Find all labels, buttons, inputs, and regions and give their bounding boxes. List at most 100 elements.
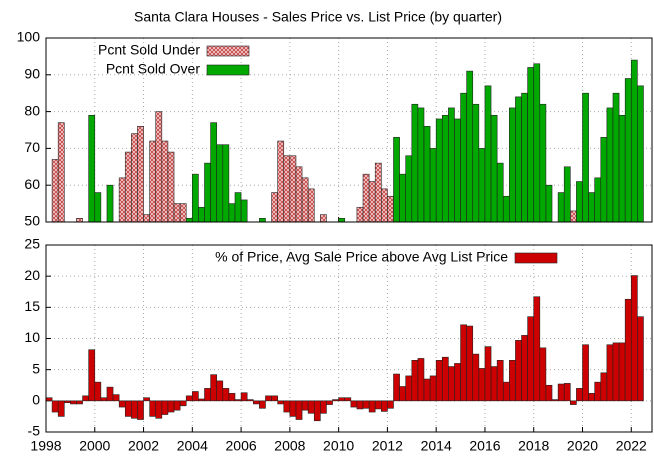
bar bbox=[454, 363, 461, 402]
y-tick-label: 10 bbox=[24, 329, 40, 345]
bar bbox=[630, 59, 638, 223]
bar bbox=[51, 400, 59, 413]
bar bbox=[70, 400, 77, 405]
bar bbox=[137, 400, 144, 420]
bar bbox=[417, 358, 425, 402]
bar bbox=[131, 400, 138, 419]
x-tick-label: 1998 bbox=[30, 438, 61, 454]
bar bbox=[143, 214, 150, 223]
bar bbox=[100, 397, 108, 402]
bar bbox=[344, 397, 352, 402]
bar bbox=[124, 400, 132, 417]
bar bbox=[515, 340, 522, 402]
bar bbox=[588, 393, 595, 402]
legend-label: Pcnt Sold Under bbox=[98, 42, 200, 58]
bar bbox=[259, 218, 266, 223]
bar bbox=[362, 173, 370, 223]
bar bbox=[381, 188, 388, 223]
bar bbox=[448, 366, 455, 402]
bar bbox=[618, 114, 626, 223]
y-tick-label: 100 bbox=[17, 29, 41, 45]
x-tick-label: 2020 bbox=[567, 438, 598, 454]
legend-label: Pcnt Sold Over bbox=[106, 61, 200, 77]
bar bbox=[326, 400, 333, 405]
bar bbox=[185, 218, 193, 223]
bar bbox=[637, 85, 644, 223]
bar bbox=[313, 400, 321, 422]
bar bbox=[283, 400, 291, 413]
y-tick-label: 20 bbox=[24, 267, 40, 283]
bar bbox=[502, 195, 510, 223]
bar bbox=[606, 344, 614, 402]
bar bbox=[521, 335, 528, 402]
bar bbox=[332, 399, 339, 402]
bar bbox=[435, 360, 443, 402]
bar bbox=[57, 122, 65, 223]
bar bbox=[441, 356, 449, 402]
bar bbox=[496, 162, 504, 223]
bar bbox=[167, 151, 175, 223]
bar bbox=[185, 395, 193, 402]
bar bbox=[429, 375, 437, 402]
bar bbox=[106, 386, 114, 402]
bar bbox=[588, 192, 595, 223]
bar bbox=[423, 126, 431, 223]
bar bbox=[307, 400, 315, 414]
legend-swatch bbox=[206, 64, 250, 76]
bar bbox=[521, 92, 528, 223]
bar bbox=[429, 148, 437, 223]
bar bbox=[198, 398, 205, 402]
bar bbox=[441, 114, 449, 223]
bar bbox=[509, 360, 516, 402]
bar bbox=[466, 325, 474, 402]
bar bbox=[76, 218, 83, 223]
bar bbox=[576, 388, 583, 402]
bar bbox=[301, 177, 309, 223]
bar bbox=[612, 342, 620, 402]
bar bbox=[210, 374, 218, 402]
bar bbox=[490, 114, 498, 223]
bar bbox=[63, 400, 71, 404]
bar bbox=[624, 298, 632, 402]
bar bbox=[259, 400, 266, 409]
bar bbox=[393, 373, 400, 402]
bar bbox=[131, 133, 138, 223]
bar bbox=[637, 316, 644, 402]
bar bbox=[435, 118, 443, 223]
bar bbox=[167, 400, 175, 413]
bar bbox=[399, 173, 406, 223]
bar bbox=[234, 399, 242, 402]
x-tick-label: 2014 bbox=[421, 438, 452, 454]
bar bbox=[192, 391, 199, 402]
bar bbox=[478, 368, 486, 402]
x-tick-label: 2012 bbox=[372, 438, 403, 454]
bar bbox=[228, 393, 236, 402]
bar bbox=[88, 114, 96, 223]
bar bbox=[216, 144, 224, 223]
bar bbox=[551, 399, 559, 402]
y-tick-label: 80 bbox=[24, 102, 40, 118]
bar bbox=[448, 107, 455, 223]
bar bbox=[381, 400, 388, 412]
bar bbox=[472, 353, 480, 402]
bar bbox=[600, 137, 608, 223]
bar bbox=[539, 103, 547, 223]
bar bbox=[368, 400, 376, 413]
x-tick-label: 2016 bbox=[469, 438, 500, 454]
bar bbox=[576, 181, 583, 223]
bar bbox=[118, 177, 126, 223]
bar bbox=[289, 155, 297, 223]
bar bbox=[57, 400, 65, 417]
x-tick-label: 2002 bbox=[128, 438, 159, 454]
bar bbox=[563, 383, 571, 402]
bar bbox=[240, 392, 248, 402]
bar bbox=[484, 346, 492, 402]
bar bbox=[557, 383, 565, 402]
bar bbox=[368, 181, 376, 223]
bar bbox=[527, 67, 535, 223]
bar bbox=[161, 400, 169, 415]
bar bbox=[563, 166, 571, 223]
bar bbox=[173, 203, 181, 223]
x-tick-label: 2022 bbox=[616, 438, 647, 454]
bar bbox=[570, 400, 577, 405]
